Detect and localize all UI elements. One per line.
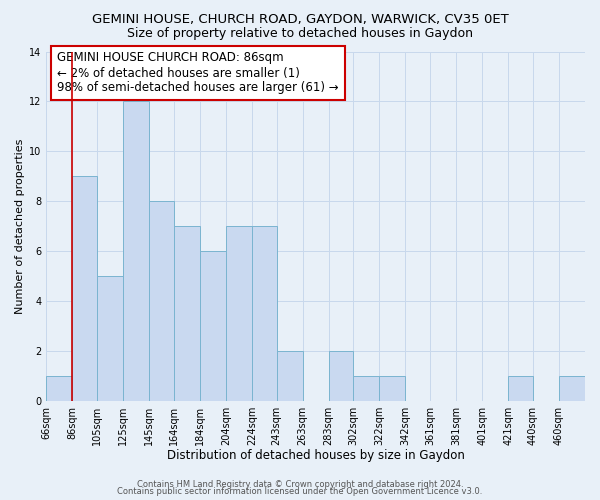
Bar: [200, 252, 226, 401]
Bar: [149, 202, 174, 401]
Text: Contains HM Land Registry data © Crown copyright and database right 2024.: Contains HM Land Registry data © Crown c…: [137, 480, 463, 489]
Bar: [123, 102, 149, 401]
Bar: [508, 376, 533, 401]
Bar: [559, 376, 585, 401]
Y-axis label: Number of detached properties: Number of detached properties: [15, 138, 25, 314]
Bar: [226, 226, 252, 401]
X-axis label: Distribution of detached houses by size in Gaydon: Distribution of detached houses by size …: [167, 450, 464, 462]
Text: Size of property relative to detached houses in Gaydon: Size of property relative to detached ho…: [127, 28, 473, 40]
Bar: [174, 226, 200, 401]
Text: GEMINI HOUSE, CHURCH ROAD, GAYDON, WARWICK, CV35 0ET: GEMINI HOUSE, CHURCH ROAD, GAYDON, WARWI…: [92, 12, 508, 26]
Bar: [97, 276, 123, 401]
Bar: [252, 226, 277, 401]
Bar: [277, 351, 302, 401]
Bar: [329, 351, 353, 401]
Bar: [46, 376, 73, 401]
Text: Contains public sector information licensed under the Open Government Licence v3: Contains public sector information licen…: [118, 488, 482, 496]
Bar: [73, 176, 97, 401]
Text: GEMINI HOUSE CHURCH ROAD: 86sqm
← 2% of detached houses are smaller (1)
98% of s: GEMINI HOUSE CHURCH ROAD: 86sqm ← 2% of …: [57, 52, 339, 94]
Bar: [379, 376, 406, 401]
Bar: [353, 376, 379, 401]
